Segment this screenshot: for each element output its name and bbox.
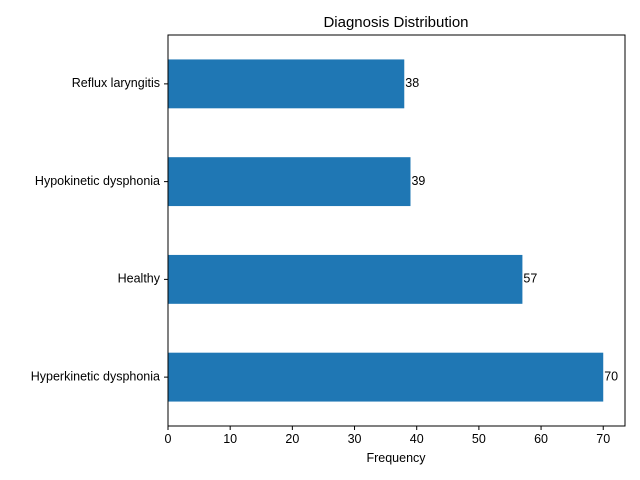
y-tick-label: Hypokinetic dysphonia (35, 174, 160, 188)
bar-value-label: 70 (604, 369, 618, 383)
data-labels-layer: 70 57 39 38 (405, 76, 618, 383)
bar-value-label: 38 (405, 76, 419, 90)
bar-value-label: 57 (523, 272, 537, 286)
y-tick-label: Reflux laryngitis (72, 76, 160, 90)
x-tick-label: 30 (348, 432, 362, 446)
x-tick-label: 50 (472, 432, 486, 446)
x-tick-label: 70 (596, 432, 610, 446)
x-axis-label: Frequency (366, 451, 426, 465)
bar-value-label: 39 (411, 174, 425, 188)
bar (168, 59, 405, 109)
y-axis-ticks: Hyperkinetic dysphonia Healthy Hypokinetic… (31, 76, 168, 383)
y-tick-label: Hyperkinetic dysphonia (31, 369, 160, 383)
bar (168, 157, 411, 207)
bar (168, 352, 604, 402)
chart-title: Diagnosis Distribution (323, 14, 468, 31)
x-tick-label: 20 (285, 432, 299, 446)
x-tick-label: 10 (223, 432, 237, 446)
x-tick-label: 60 (534, 432, 548, 446)
plot-area-frame (167, 34, 626, 427)
x-tick-label: 40 (410, 432, 424, 446)
y-tick-label: Healthy (118, 272, 161, 286)
bar (168, 254, 523, 304)
x-axis-ticks: 0 10 20 30 40 50 60 70 (165, 426, 610, 446)
bars-layer (168, 59, 604, 402)
x-tick-label: 0 (165, 432, 172, 446)
